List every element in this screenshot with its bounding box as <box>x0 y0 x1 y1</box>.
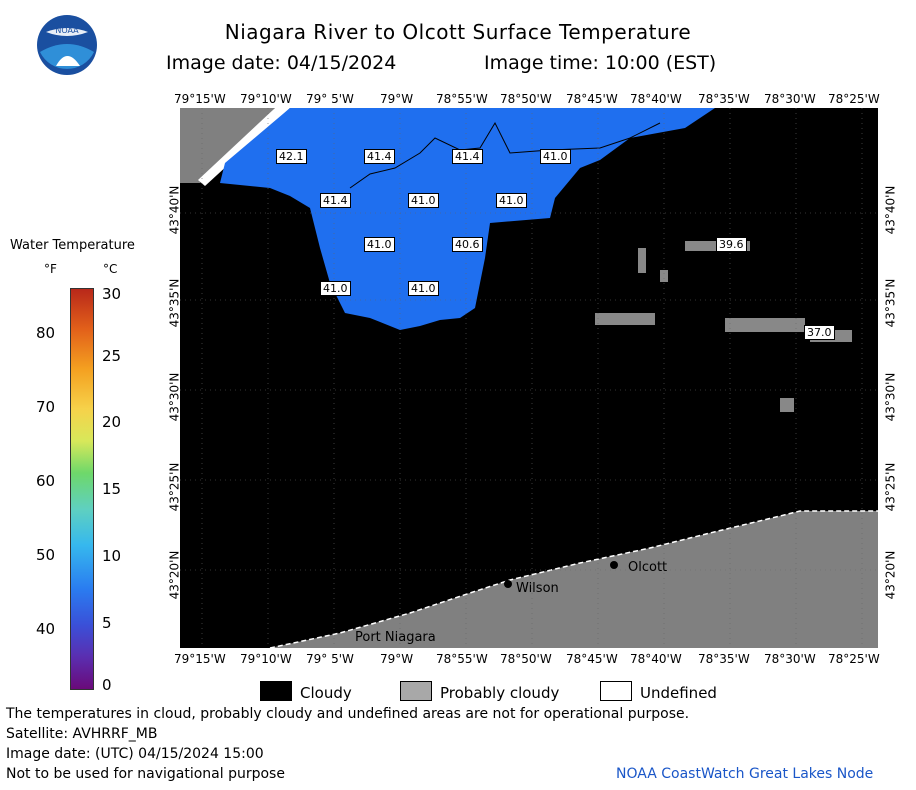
temp-label: 41.0 <box>408 193 439 208</box>
lon-labels-top: 79°15'W 79°10'W 79° 5'W 79°W 78°55'W 78°… <box>174 92 880 106</box>
olcott-marker <box>610 561 618 569</box>
logo-text: NOAA <box>55 26 79 35</box>
temp-label: 40.6 <box>452 237 483 252</box>
colorbar-unit-f: °F <box>44 262 57 276</box>
footer-credit: NOAA CoastWatch Great Lakes Node <box>616 766 874 782</box>
footer-disclaimer: The temperatures in cloud, probably clou… <box>6 706 690 722</box>
place-port-niagara: Port Niagara <box>355 630 436 645</box>
water-region <box>220 108 715 330</box>
colorbar-title: Water Temperature <box>10 238 135 253</box>
image-time: Image time: 10:00 (EST) <box>484 52 717 74</box>
temp-label: 41.0 <box>496 193 527 208</box>
image-date: Image date: 04/15/2024 <box>166 52 397 74</box>
wilson-marker <box>504 580 512 588</box>
footer-satellite: Satellite: AVHRRF_MB <box>6 726 158 742</box>
place-olcott: Olcott <box>628 560 668 575</box>
probably-cloudy-swatch <box>400 681 432 701</box>
temp-label: 41.4 <box>364 149 395 164</box>
temp-label: 41.0 <box>364 237 395 252</box>
noaa-logo: NOAA <box>36 14 98 76</box>
temp-label: 42.1 <box>276 149 307 164</box>
undefined-swatch <box>600 681 632 701</box>
colorbar-unit-c: °C <box>103 262 118 276</box>
legend-cloudy: Cloudy <box>260 681 352 702</box>
temp-label: 37.0 <box>804 325 835 340</box>
temp-label: 41.4 <box>320 193 351 208</box>
cloudy-swatch <box>260 681 292 701</box>
place-wilson: Wilson <box>516 581 559 596</box>
temperature-map: 42.1 41.4 41.4 41.0 41.4 41.0 41.0 41.0 … <box>180 108 878 648</box>
colorbar <box>70 288 94 690</box>
page-title: Niagara River to Olcott Surface Temperat… <box>224 20 692 44</box>
legend-undefined: Undefined <box>600 681 717 702</box>
land-northwest <box>180 108 275 183</box>
footer-utc-date: Image date: (UTC) 04/15/2024 15:00 <box>6 746 264 762</box>
temp-label: 41.0 <box>408 281 439 296</box>
temp-label: 41.4 <box>452 149 483 164</box>
temp-label: 41.0 <box>320 281 351 296</box>
land-south <box>270 511 878 648</box>
temp-label: 41.0 <box>540 149 571 164</box>
legend-probably-cloudy: Probably cloudy <box>400 681 559 702</box>
temp-label: 39.6 <box>716 237 747 252</box>
footer-navigation-warning: Not to be used for navigational purpose <box>6 766 285 782</box>
lon-labels-bottom: 79°15'W 79°10'W 79° 5'W 79°W 78°55'W 78°… <box>174 652 880 666</box>
